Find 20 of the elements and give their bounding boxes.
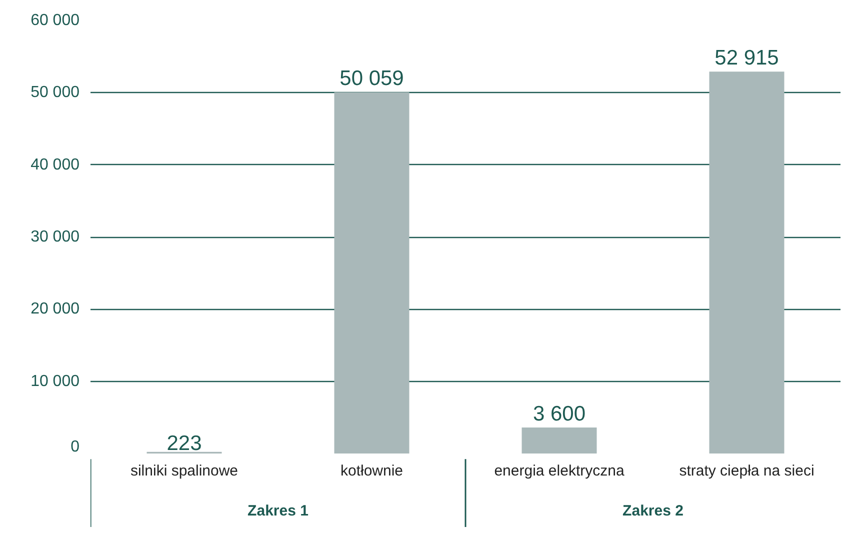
data-label: 52 915 bbox=[714, 46, 779, 70]
data-label: 223 bbox=[166, 432, 202, 455]
bar bbox=[334, 92, 410, 454]
x-tick-label: kotłownie bbox=[340, 462, 404, 480]
data-label: 50 059 bbox=[340, 67, 404, 90]
text: Zakres 1 bbox=[248, 502, 308, 520]
x-tick-label: straty ciepła na sieci bbox=[679, 462, 814, 480]
y-tick-label: 50 000 bbox=[30, 84, 80, 102]
x-tick-label: silniki spalinowe bbox=[130, 462, 238, 480]
bar bbox=[522, 428, 597, 454]
x-tick-label: energia elektryczna bbox=[494, 462, 625, 480]
y-tick-label: 20 000 bbox=[30, 300, 80, 318]
y-tick-label: 0 bbox=[70, 438, 80, 456]
bar bbox=[709, 72, 784, 454]
y-tick-label: 30 000 bbox=[30, 228, 80, 246]
text: Zakres 2 bbox=[622, 502, 684, 520]
y-tick-label: 10 000 bbox=[30, 372, 80, 390]
data-label: 3 600 bbox=[532, 402, 586, 426]
y-tick-label: 60 000 bbox=[30, 12, 80, 29]
y-tick-label: 40 000 bbox=[30, 156, 80, 174]
